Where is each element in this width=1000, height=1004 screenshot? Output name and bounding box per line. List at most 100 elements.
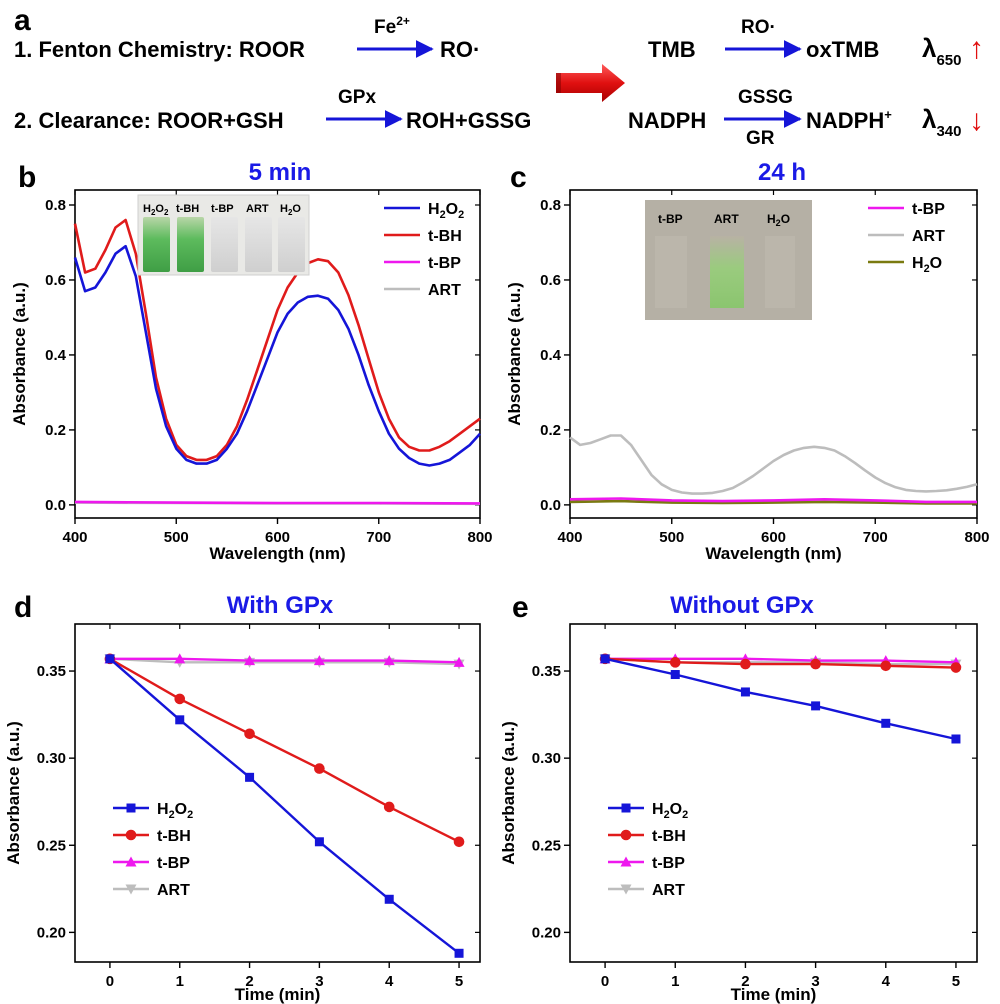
data-point (740, 658, 751, 670)
data-point (125, 884, 137, 895)
x-axis-label: Wavelength (nm) (209, 544, 345, 563)
data-point (384, 894, 394, 904)
data-point (811, 701, 821, 711)
legend-label: t-BP (428, 255, 461, 272)
x-tick-label: 700 (863, 529, 888, 546)
fenton-catalyst: Fe2+ (374, 14, 410, 38)
x-tick-label: 5 (952, 973, 960, 990)
x-tick-label: 3 (811, 973, 819, 990)
inset-label: t-BH (176, 203, 199, 215)
legend-label: H2O2 (157, 801, 193, 821)
fenton-reaction-label: 1. Fenton Chemistry: ROOR (14, 37, 305, 62)
data-point (175, 715, 185, 725)
data-point (620, 829, 632, 841)
x-axis-label: Wavelength (nm) (705, 544, 841, 563)
legend-label: t-BH (428, 228, 462, 245)
y-tick-label: 0.2 (45, 422, 66, 439)
legend-label: t-BH (652, 828, 686, 845)
increase-arrow-icon: ↑ (969, 32, 984, 65)
panel-letter: d (14, 591, 32, 624)
chart-title: With GPx (227, 592, 334, 619)
inset-label: t-BP (211, 203, 234, 215)
data-point (670, 670, 680, 680)
series-line (569, 497, 977, 504)
x-axis-label: Time (min) (731, 985, 817, 1004)
y-tick-label: 0.25 (37, 837, 66, 854)
x-tick-label: 500 (164, 529, 189, 546)
x-tick-label: 2 (245, 973, 253, 990)
panel-letter: c (510, 161, 527, 194)
panel-letter-a: a (14, 4, 31, 37)
vials-photo-24h: t-BP ART H2O (645, 200, 812, 320)
y-tick-label: 0.30 (37, 750, 66, 767)
y-tick-label: 0.25 (532, 837, 561, 854)
x-tick-label: 1 (176, 973, 184, 990)
legend-label: ART (428, 282, 461, 299)
data-point (174, 653, 186, 664)
x-tick-label: 1 (671, 973, 679, 990)
clearance-product: ROH+GSSG (406, 108, 531, 133)
data-point (245, 772, 255, 782)
chart-panel-e: e Without GPx 0 1 2 3 4 5 0.20 0.25 0.30 0.35 Time (… (499, 591, 978, 1004)
oxtmb-label: oxTMB (806, 37, 879, 62)
y-tick-label: 0.20 (37, 924, 66, 941)
data-point (314, 763, 325, 774)
x-tick-label: 0 (601, 973, 609, 990)
x-tick-label: 600 (761, 529, 786, 546)
legend-label: ART (157, 882, 190, 899)
panel-letter: e (512, 591, 529, 624)
data-point (669, 657, 681, 668)
data-point (383, 655, 395, 666)
clearance-enzyme: GPx (338, 87, 376, 108)
x-tick-label: 2 (741, 973, 749, 990)
y-tick-label: 0.8 (540, 197, 561, 214)
series-line (109, 657, 460, 666)
data-point (453, 656, 465, 667)
y-tick-label: 0.6 (45, 272, 66, 289)
y-axis-label: Absorbance (a.u.) (4, 721, 23, 865)
series-line (569, 434, 978, 495)
data-point (126, 803, 136, 813)
legend-label: t-BP (652, 855, 685, 872)
series-line (605, 657, 956, 669)
data-point (951, 734, 961, 744)
x-tick-label: 600 (265, 529, 290, 546)
data-point (244, 655, 256, 666)
y-tick-label: 0.8 (45, 197, 66, 214)
vials-photo-5min: H2O2 t-BH t-BP ART H2O (137, 194, 310, 276)
x-tick-label: 700 (366, 529, 391, 546)
gr-enzyme: GR (746, 128, 775, 149)
x-tick-label: 800 (467, 529, 492, 546)
inset-label: t-BP (658, 212, 683, 226)
data-point (881, 718, 891, 728)
y-tick-label: 0.0 (540, 497, 561, 514)
decrease-arrow-icon: ↓ (969, 104, 984, 137)
data-point (453, 836, 465, 848)
data-point (383, 801, 395, 813)
data-point (313, 655, 325, 666)
x-tick-label: 400 (62, 529, 87, 546)
legend-label: H2O2 (652, 801, 688, 821)
data-point (950, 662, 962, 673)
x-tick-label: 0 (106, 973, 114, 990)
data-point (810, 658, 821, 670)
y-tick-label: 0.4 (540, 347, 562, 364)
data-point (620, 856, 632, 867)
data-point (314, 837, 324, 847)
y-tick-label: 0.20 (532, 924, 561, 941)
y-axis-label: Absorbance (a.u.) (499, 721, 518, 865)
plot-frame (74, 623, 481, 963)
y-axis-label: Absorbance (a.u.) (505, 282, 524, 426)
data-point (105, 654, 115, 664)
data-point (454, 948, 464, 958)
x-tick-label: 500 (659, 529, 684, 546)
series-line (109, 657, 460, 664)
chart-title: 5 min (249, 159, 312, 186)
chart-panel-d: d With GPx 0 1 2 3 4 5 0.20 0.25 0.30 0.35 Time (min… (4, 591, 481, 1004)
legend-label: t-BP (157, 855, 190, 872)
y-tick-label: 0.35 (532, 663, 561, 680)
y-tick-label: 0.2 (540, 422, 561, 439)
series-line (109, 657, 460, 843)
legend-label: ART (912, 228, 945, 245)
